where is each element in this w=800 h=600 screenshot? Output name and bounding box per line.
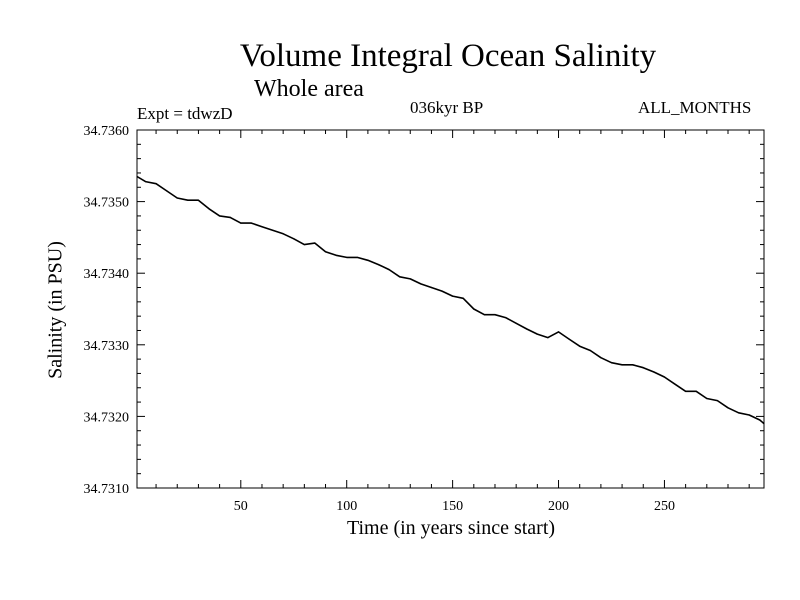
x-tick-label: 200: [548, 499, 569, 514]
data-point: [536, 333, 538, 335]
data-point: [346, 256, 348, 259]
data-point: [240, 222, 242, 224]
data-point: [166, 190, 168, 192]
data-point: [653, 371, 655, 373]
plot-frame: [136, 129, 765, 489]
data-point: [441, 290, 443, 292]
months-label: ALL_MONTHS: [638, 98, 752, 117]
data-point: [271, 229, 274, 231]
data-point: [176, 197, 178, 199]
data-point: [494, 314, 496, 316]
data-point: [377, 264, 380, 266]
data-point: [261, 226, 263, 228]
data-point: [473, 308, 475, 310]
y-tick-label: 34.7350: [84, 196, 130, 211]
data-point: [293, 238, 295, 240]
data-point: [144, 180, 147, 183]
data-point: [685, 390, 687, 392]
data-point: [632, 364, 634, 366]
data-point: [610, 362, 613, 364]
data-point: [208, 208, 210, 210]
data-point: [399, 276, 401, 278]
y-tick-label: 34.7340: [84, 267, 130, 282]
x-tick-label: 250: [654, 499, 675, 514]
data-point: [621, 364, 623, 366]
data-point: [674, 383, 676, 385]
data-point: [557, 331, 560, 333]
series-line: [136, 175, 765, 425]
data-point: [589, 349, 591, 352]
tick-labels-layer: 50 100 150 200 250 34.7310 34.7320 34.7330 34.73…: [84, 124, 675, 514]
data-point: [250, 222, 252, 224]
y-tick-label: 34.7320: [84, 410, 130, 425]
y-tick-label: 34.7310: [84, 482, 130, 497]
data-point: [515, 322, 517, 324]
data-point: [642, 367, 644, 369]
period-label: 036kyr BP: [410, 98, 484, 117]
data-point: [303, 243, 305, 246]
data-point: [324, 251, 327, 253]
ticks-layer: [137, 130, 764, 488]
data-point: [748, 414, 750, 416]
data-point: [579, 345, 581, 347]
x-tick-label: 150: [442, 499, 463, 514]
data-point: [737, 412, 740, 414]
data-point: [483, 314, 485, 316]
data-point: [187, 199, 189, 201]
data-point: [420, 283, 422, 285]
chart-title: Volume Integral Ocean Salinity: [239, 38, 657, 74]
data-point: [229, 216, 231, 218]
data-point: [526, 328, 528, 330]
y-tick-label: 34.7330: [84, 339, 130, 354]
data-point: [706, 397, 708, 400]
data-point: [430, 286, 433, 289]
data-point: [367, 259, 369, 261]
x-tick-label: 100: [336, 499, 357, 514]
data-point: [759, 419, 761, 421]
data-point: [409, 278, 411, 280]
data-point: [452, 295, 454, 297]
data-point: [600, 357, 602, 359]
data-point: [356, 256, 358, 259]
chart-subtitle: Whole area: [254, 76, 364, 102]
y-tick-label: 34.7360: [84, 124, 130, 139]
data-point: [547, 337, 549, 339]
data-point: [663, 376, 666, 378]
data-point: [335, 254, 337, 256]
data-point: [568, 338, 570, 340]
data-point: [727, 407, 729, 409]
data-point: [282, 233, 284, 235]
data-point: [155, 183, 157, 185]
data-point: [716, 400, 718, 402]
data-point: [219, 215, 221, 217]
data-point: [504, 316, 507, 319]
data-point: [462, 297, 464, 299]
x-tick-label: 50: [234, 499, 248, 514]
data-point: [314, 242, 316, 244]
series-layer: [136, 175, 765, 425]
data-point: [197, 199, 200, 201]
x-axis-label: Time (in years since start): [346, 517, 556, 539]
data-point: [388, 269, 390, 271]
experiment-label: Expt = tdwzD: [137, 104, 233, 123]
data-point: [695, 390, 697, 392]
